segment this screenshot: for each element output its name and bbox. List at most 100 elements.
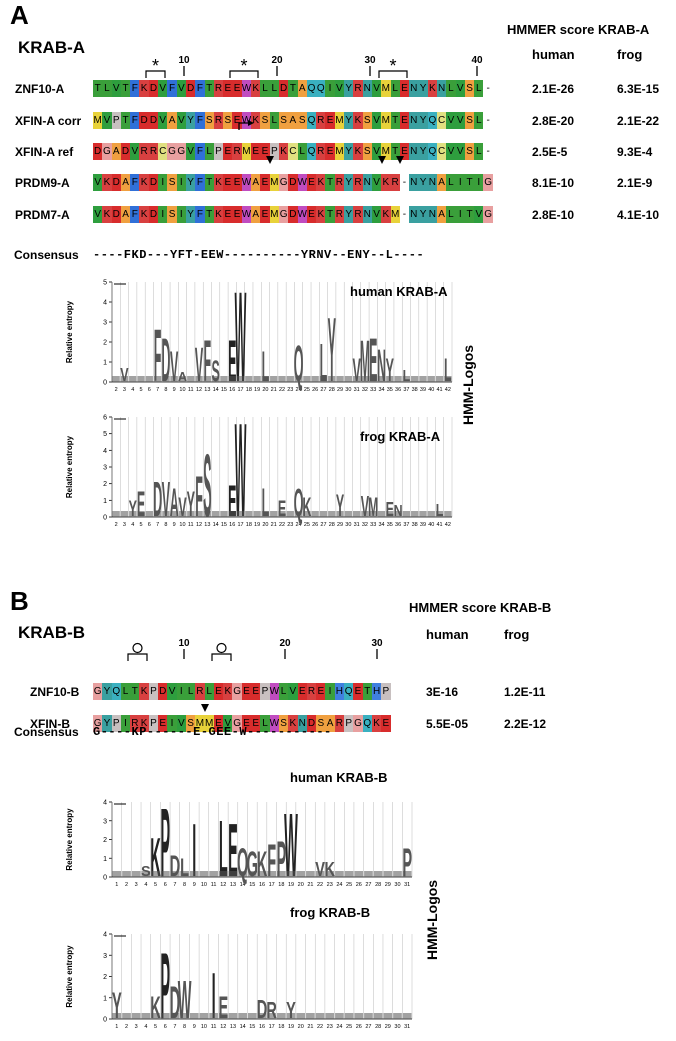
residue: E (251, 715, 261, 732)
x-tick-label: 10 (179, 522, 185, 528)
score-frog: 4.1E-10 (617, 208, 660, 222)
x-tick-label: 2 (115, 522, 118, 528)
residue: N (436, 80, 447, 97)
x-tick-label: 13 (204, 522, 210, 528)
logo-letter: V (178, 493, 186, 522)
x-tick-label: 33 (370, 522, 376, 528)
residue: R (130, 715, 140, 732)
x-tick-label: 5 (139, 522, 142, 528)
krab-a-score-col-human: human (532, 47, 575, 62)
x-tick-label: 14 (240, 1024, 246, 1030)
x-tick-label: 29 (385, 1024, 391, 1030)
residue: D (306, 715, 317, 732)
residue: Y (185, 174, 196, 191)
residue: T (120, 80, 131, 97)
x-tick-label: 34 (378, 522, 384, 528)
residue: S (464, 143, 475, 160)
x-tick-label: 21 (271, 522, 277, 528)
ruler-b-num-20: 20 (279, 638, 291, 649)
x-tick-label: 1 (115, 882, 118, 888)
krab-b-ruler: 10 20 30 (127, 638, 383, 661)
residue: Q (306, 143, 317, 160)
x-tick-label: 9 (193, 882, 196, 888)
x-tick-label: 36 (395, 387, 401, 393)
residue: T (325, 174, 335, 191)
x-tick-label: 28 (329, 522, 335, 528)
residue: V (371, 206, 382, 223)
score-human: 2.5E-5 (532, 145, 568, 159)
y-tick-label: 0 (103, 1017, 107, 1024)
residue: G (483, 206, 493, 223)
residue: I (176, 683, 186, 700)
x-tick-label: 18 (278, 882, 284, 888)
residue: F (195, 174, 205, 191)
residue: D (111, 206, 121, 223)
residue: S (297, 112, 307, 129)
x-tick-label: 34 (378, 387, 384, 393)
logo-letter: Y (336, 490, 344, 524)
krab-b-markers (201, 704, 209, 712)
residue: T (120, 112, 131, 129)
residue: R (232, 143, 242, 160)
residue: R (213, 80, 224, 97)
residue: P (148, 683, 159, 700)
x-tick-label: 23 (327, 882, 333, 888)
residue: Q (362, 715, 372, 732)
residue: K (139, 80, 149, 97)
residue: E (223, 174, 233, 191)
logo-letter: P (160, 934, 170, 1037)
residue: P (111, 112, 121, 129)
x-tick-label: 8 (164, 387, 167, 393)
residue: R (334, 206, 345, 223)
ruler-b-num-30: 30 (371, 638, 383, 649)
residue: T (325, 206, 335, 223)
residue: A (251, 174, 261, 191)
residue: Q (306, 112, 317, 129)
ruler-num-30: 30 (364, 55, 376, 66)
residue: M (381, 112, 391, 129)
krab-a-title: KRAB-A (18, 38, 86, 57)
residue: I (158, 206, 168, 223)
residue: K (139, 174, 149, 191)
residue: V (130, 143, 140, 160)
residue: E (316, 683, 326, 700)
relative-entropy-label: Relative entropy (65, 945, 74, 1008)
residue: Y (344, 112, 354, 129)
residue: F (195, 143, 205, 160)
logo-letter: L (262, 343, 270, 391)
residue: M (269, 206, 279, 223)
y-tick-label: 2 (103, 837, 107, 844)
logo-letter: V (170, 343, 178, 391)
krab-b-score-title: HMMER score KRAB-B (409, 600, 552, 615)
x-tick-label: 26 (312, 387, 318, 393)
logo-letter: K (150, 827, 160, 889)
residue: Y (418, 112, 428, 129)
logo-letter: A (170, 481, 179, 526)
y-tick-label: 1 (103, 856, 107, 863)
x-tick-label: 11 (188, 522, 194, 528)
residue: D (185, 80, 196, 97)
krab-b-title: KRAB-B (18, 623, 86, 642)
residue: K (316, 174, 326, 191)
logo-letter: V (195, 339, 204, 392)
logo-letter: Y (112, 985, 122, 1026)
x-tick-label: 14 (213, 387, 219, 393)
x-tick-label: 31 (354, 387, 360, 393)
logo-letter: M (360, 328, 370, 393)
residue: W (241, 206, 251, 223)
residue: W (269, 715, 279, 732)
residue: M (334, 112, 345, 129)
residue: I (158, 174, 168, 191)
residue: I (120, 715, 131, 732)
logo-letter: W (235, 270, 247, 400)
asterisk-3: * (389, 56, 396, 76)
marker-triangle-3 (396, 156, 404, 164)
residue: K (213, 174, 224, 191)
logo-letter: F (195, 463, 203, 528)
residue: R (306, 683, 317, 700)
logo-letter: Q (294, 481, 304, 526)
x-tick-label: 8 (164, 522, 167, 528)
residue: W (241, 80, 251, 97)
